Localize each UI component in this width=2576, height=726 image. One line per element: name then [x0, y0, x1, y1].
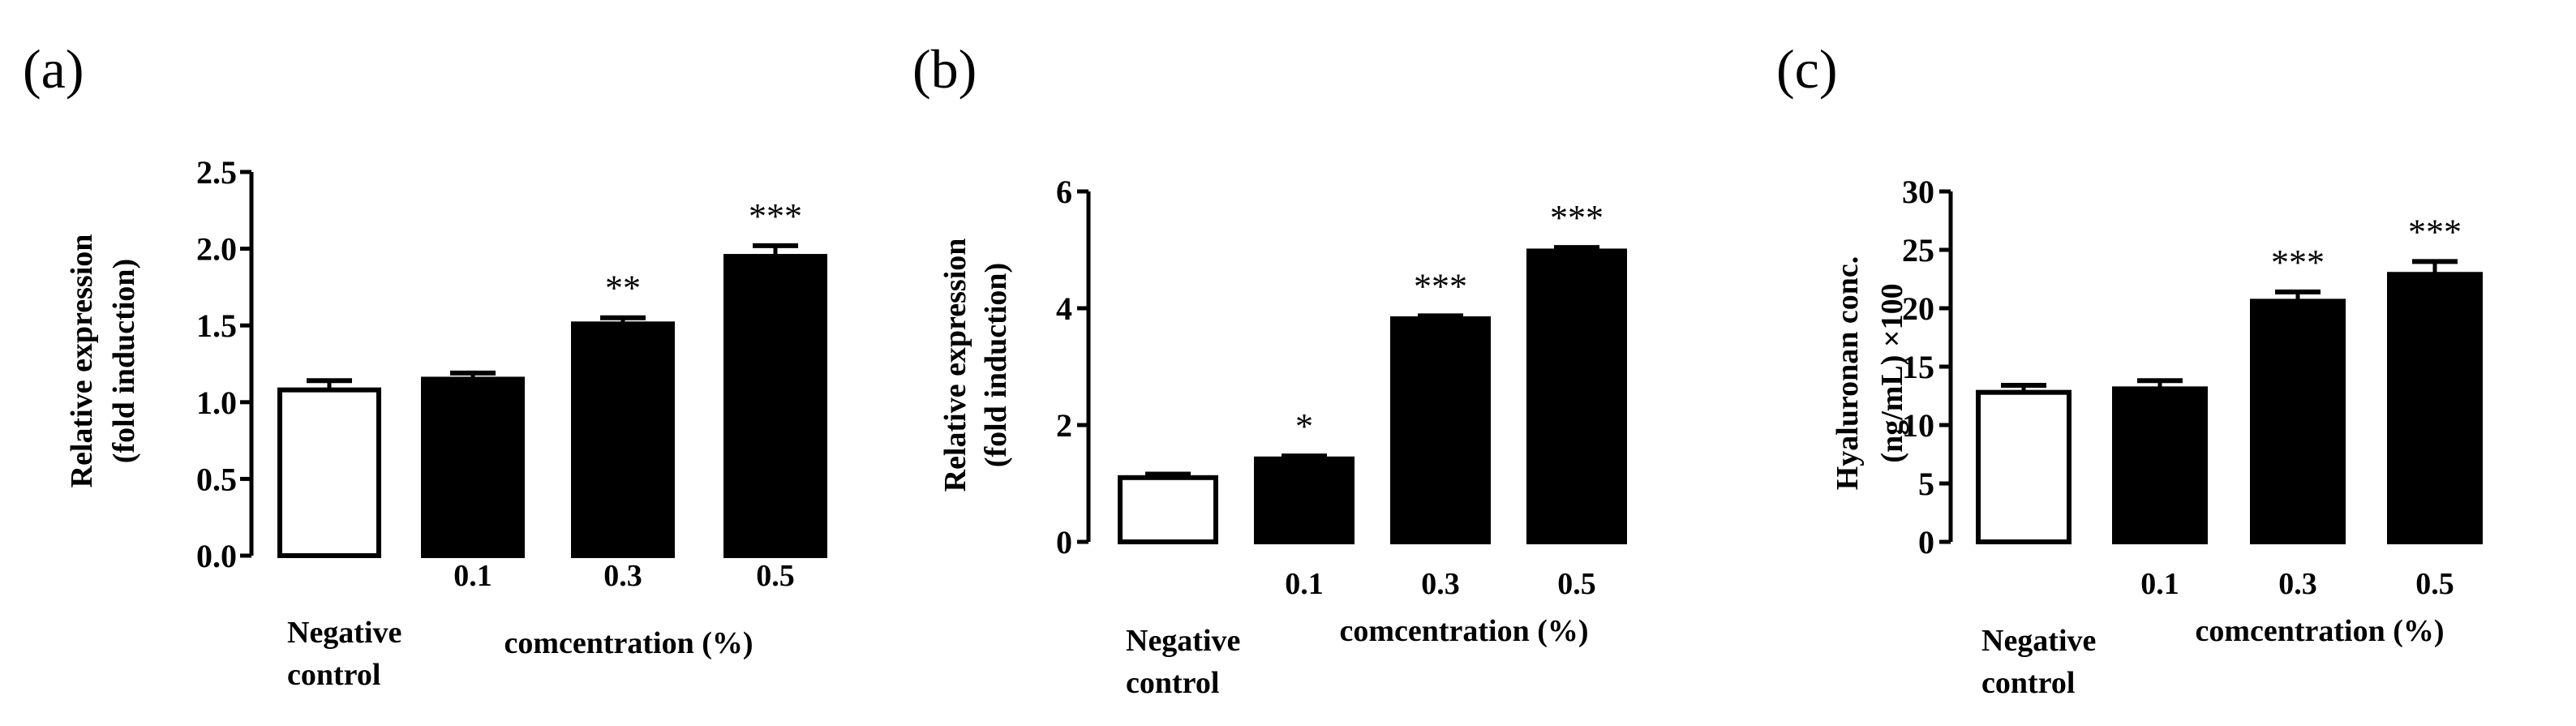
panel-c-category-label: Negative	[1981, 624, 2096, 658]
panel-c-y-tick-label: 25	[1902, 232, 1934, 268]
panel-c-bar	[1976, 389, 2072, 544]
panel-c-y-tick-label: 5	[1918, 466, 1934, 502]
panel-b-bar	[1390, 316, 1491, 544]
panel-a-significance: **	[605, 268, 641, 308]
panel-b-bar	[1118, 475, 1218, 544]
panel-b-plot: 0 2 4 6 Negative control * 0.1 *** 0.3 *** 0.5	[1056, 174, 1627, 700]
panel-a-label: (a)	[23, 38, 84, 100]
panel-a-category-label: 0.5	[756, 559, 795, 593]
panel-c-y-tick-label: 20	[1902, 290, 1934, 327]
panel-b-y-tick-label: 0	[1056, 524, 1072, 561]
panel-b-category-label: 0.3	[1421, 567, 1460, 601]
panel-b-significance: *	[1295, 406, 1313, 446]
panel-c-significance: ***	[2271, 243, 2325, 282]
panel-a-y-tick-label: 2.5	[196, 154, 237, 191]
panel-a-bar	[571, 321, 675, 558]
panel-c-category-label: 0.3	[2278, 567, 2317, 601]
panel-b-category-label: 0.1	[1285, 567, 1324, 601]
panel-c-plot: 0 5 10 15 20 25 30 Negative control 0.1 *** 0.3 *** 0…	[1902, 174, 2483, 700]
panel-a-category-label: Negative	[287, 616, 401, 650]
panel-b-significance: ***	[1550, 198, 1604, 238]
panel-c-ylabel-line2: (ng/mL) ×100	[1875, 283, 1909, 462]
panel-c-category-label: 0.1	[2140, 567, 2179, 601]
panel-b-ylabel-line2: (fold induction)	[979, 263, 1013, 467]
panel-a-bar	[723, 254, 827, 558]
panel-c-y-tick-label: 0	[1918, 524, 1934, 561]
panel-a-y-tick-label: 0.5	[196, 461, 237, 497]
panel-a-significance: ***	[749, 196, 802, 236]
panel-c-xlabel: comcentration (%)	[2195, 614, 2444, 648]
panel-a-category-label: 0.1	[453, 559, 492, 593]
panel-b-category-label: control	[1126, 666, 1219, 700]
panel-a-ylabel-line2: (fold induction)	[107, 259, 141, 463]
panel-a-bar	[421, 376, 525, 559]
panel-b-category-label: 0.5	[1557, 567, 1596, 601]
panel-b-label: (b)	[912, 38, 977, 100]
panel-c-bar	[2112, 386, 2208, 544]
panel-a-ylabel-line1: Relative expression	[65, 234, 99, 488]
panel-a-bar	[277, 387, 381, 558]
panel-b-y-tick-label: 6	[1056, 174, 1072, 210]
panel-c-label: (c)	[1776, 38, 1837, 100]
panel-c-ylabel-line1: Hyaluronan conc.	[1831, 256, 1865, 491]
panel-c: (c) Hyaluronan conc. (ng/mL) ×100 0 5 10 15…	[1776, 38, 2483, 700]
panel-c-significance: ***	[2408, 212, 2462, 251]
panel-b: (b) Relative expression (fold induction)…	[912, 38, 1627, 700]
panel-a: (a) Relative expression (fold induction)…	[23, 38, 827, 692]
panel-c-bar	[2387, 272, 2483, 544]
panel-a-plot: 0.0 0.5 1.0 1.5 2.0 2.5 Negative control 0.1 ** 0.…	[196, 154, 827, 692]
panel-a-y-tick-label: 1.0	[196, 384, 237, 421]
panel-b-y-tick-label: 2	[1056, 407, 1072, 444]
panel-c-category-label: 0.5	[2415, 567, 2454, 601]
panel-b-bar	[1526, 248, 1627, 544]
panel-c-y-tick-label: 15	[1902, 349, 1934, 385]
panel-b-category-label: Negative	[1126, 624, 1240, 658]
panel-b-significance: ***	[1414, 266, 1467, 306]
panel-a-xlabel: comcentration (%)	[504, 626, 753, 660]
panel-c-category-label: control	[1981, 666, 2075, 700]
panel-b-y-tick-label: 4	[1056, 290, 1072, 327]
panel-b-ylabel-line1: Relative expression	[938, 238, 972, 492]
panel-c-bar	[2250, 299, 2346, 544]
panel-c-y-tick-label: 30	[1902, 174, 1934, 210]
panel-c-y-tick-label: 10	[1902, 407, 1934, 444]
panel-a-y-tick-label: 1.5	[196, 307, 237, 344]
panel-a-y-tick-label: 0.0	[196, 538, 237, 574]
panel-a-y-tick-label: 2.0	[196, 231, 237, 268]
panel-a-category-label: 0.3	[603, 559, 642, 593]
panel-b-bar	[1254, 456, 1355, 545]
panel-a-category-label: control	[287, 658, 380, 692]
panel-b-xlabel: comcentration (%)	[1339, 614, 1588, 648]
